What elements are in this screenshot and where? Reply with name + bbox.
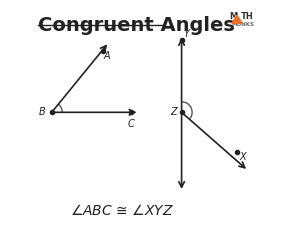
Text: TH: TH	[241, 12, 253, 21]
Text: X: X	[239, 152, 246, 162]
Text: Z: Z	[170, 107, 177, 117]
Text: Y: Y	[183, 29, 189, 39]
Text: Congruent Angles: Congruent Angles	[38, 16, 235, 35]
Text: A: A	[103, 51, 110, 61]
Text: B: B	[39, 107, 46, 117]
Text: M: M	[230, 12, 238, 21]
Text: MONKS: MONKS	[232, 22, 255, 27]
Text: C: C	[128, 119, 135, 129]
Polygon shape	[232, 15, 242, 23]
Text: $\angle$ABC ≅ $\angle$XYZ: $\angle$ABC ≅ $\angle$XYZ	[70, 203, 174, 218]
